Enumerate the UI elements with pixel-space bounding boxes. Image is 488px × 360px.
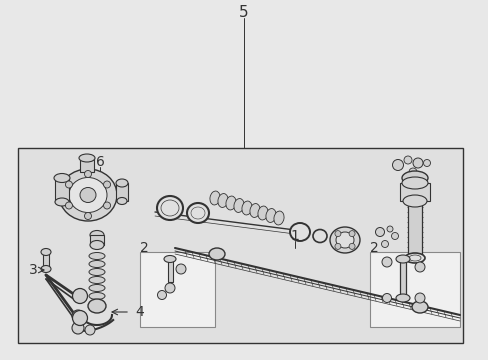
- Ellipse shape: [257, 206, 267, 220]
- Bar: [168, 260, 173, 282]
- Circle shape: [72, 310, 84, 322]
- Circle shape: [414, 293, 424, 303]
- Circle shape: [392, 159, 403, 171]
- Text: 2: 2: [140, 241, 148, 255]
- Circle shape: [84, 171, 91, 177]
- Ellipse shape: [89, 276, 105, 284]
- Circle shape: [103, 202, 110, 209]
- Circle shape: [382, 293, 391, 302]
- Circle shape: [381, 257, 391, 267]
- Ellipse shape: [273, 211, 284, 225]
- Circle shape: [72, 310, 87, 325]
- Text: 5: 5: [239, 5, 248, 19]
- Bar: [407, 178, 421, 258]
- Ellipse shape: [218, 194, 227, 207]
- Ellipse shape: [80, 188, 96, 202]
- Ellipse shape: [90, 240, 104, 249]
- Ellipse shape: [161, 200, 179, 216]
- Ellipse shape: [59, 169, 117, 221]
- Circle shape: [334, 231, 340, 237]
- Ellipse shape: [225, 196, 236, 210]
- Bar: [90, 235, 104, 245]
- Bar: [369, 252, 459, 327]
- Circle shape: [423, 159, 429, 166]
- Circle shape: [408, 168, 416, 176]
- Ellipse shape: [233, 199, 244, 212]
- Bar: [116, 183, 128, 201]
- Ellipse shape: [191, 207, 204, 219]
- Ellipse shape: [88, 299, 106, 313]
- Circle shape: [85, 325, 95, 335]
- Ellipse shape: [242, 201, 251, 215]
- Circle shape: [381, 240, 387, 248]
- Bar: [18, 148, 462, 343]
- Circle shape: [65, 181, 72, 188]
- Circle shape: [386, 226, 392, 232]
- Ellipse shape: [402, 195, 426, 207]
- Text: 2: 2: [369, 241, 378, 255]
- Circle shape: [157, 291, 166, 300]
- Ellipse shape: [209, 191, 220, 205]
- Circle shape: [176, 264, 185, 274]
- Ellipse shape: [249, 203, 260, 217]
- Circle shape: [412, 158, 422, 168]
- Bar: [140, 252, 215, 327]
- Ellipse shape: [395, 294, 409, 302]
- Ellipse shape: [116, 179, 128, 187]
- Ellipse shape: [69, 177, 107, 212]
- Ellipse shape: [89, 292, 105, 300]
- Ellipse shape: [401, 171, 427, 185]
- Circle shape: [72, 288, 87, 303]
- Text: 1: 1: [290, 229, 299, 243]
- Ellipse shape: [54, 174, 70, 183]
- Circle shape: [164, 283, 175, 293]
- Circle shape: [375, 228, 384, 237]
- Circle shape: [391, 233, 398, 239]
- Circle shape: [84, 212, 91, 220]
- Text: 6: 6: [95, 155, 104, 169]
- Bar: [399, 260, 405, 298]
- Ellipse shape: [89, 284, 105, 292]
- Circle shape: [403, 156, 411, 164]
- Ellipse shape: [329, 227, 359, 253]
- Bar: [399, 183, 429, 201]
- Circle shape: [348, 231, 354, 237]
- Bar: [43, 252, 49, 270]
- Ellipse shape: [208, 248, 224, 260]
- Ellipse shape: [117, 198, 127, 204]
- Circle shape: [414, 262, 424, 272]
- Circle shape: [103, 181, 110, 188]
- Ellipse shape: [395, 255, 409, 263]
- Ellipse shape: [265, 208, 276, 222]
- Ellipse shape: [89, 252, 105, 260]
- Bar: [80, 158, 94, 172]
- Text: 4: 4: [135, 305, 143, 319]
- Ellipse shape: [408, 255, 420, 261]
- Ellipse shape: [404, 253, 424, 263]
- Ellipse shape: [89, 269, 105, 275]
- Ellipse shape: [163, 256, 176, 262]
- Ellipse shape: [289, 223, 309, 241]
- Text: 3: 3: [29, 263, 38, 277]
- Ellipse shape: [312, 230, 326, 243]
- Circle shape: [65, 202, 72, 209]
- Circle shape: [72, 322, 84, 334]
- Circle shape: [334, 243, 340, 249]
- Ellipse shape: [90, 230, 104, 239]
- Ellipse shape: [41, 248, 51, 256]
- Ellipse shape: [186, 203, 208, 223]
- Ellipse shape: [411, 301, 427, 313]
- Ellipse shape: [55, 198, 69, 206]
- Ellipse shape: [89, 261, 105, 267]
- Ellipse shape: [41, 266, 51, 273]
- Ellipse shape: [157, 196, 183, 220]
- Ellipse shape: [401, 177, 427, 189]
- Circle shape: [348, 243, 354, 249]
- Ellipse shape: [335, 232, 353, 248]
- Ellipse shape: [79, 154, 95, 162]
- Bar: [55, 178, 69, 202]
